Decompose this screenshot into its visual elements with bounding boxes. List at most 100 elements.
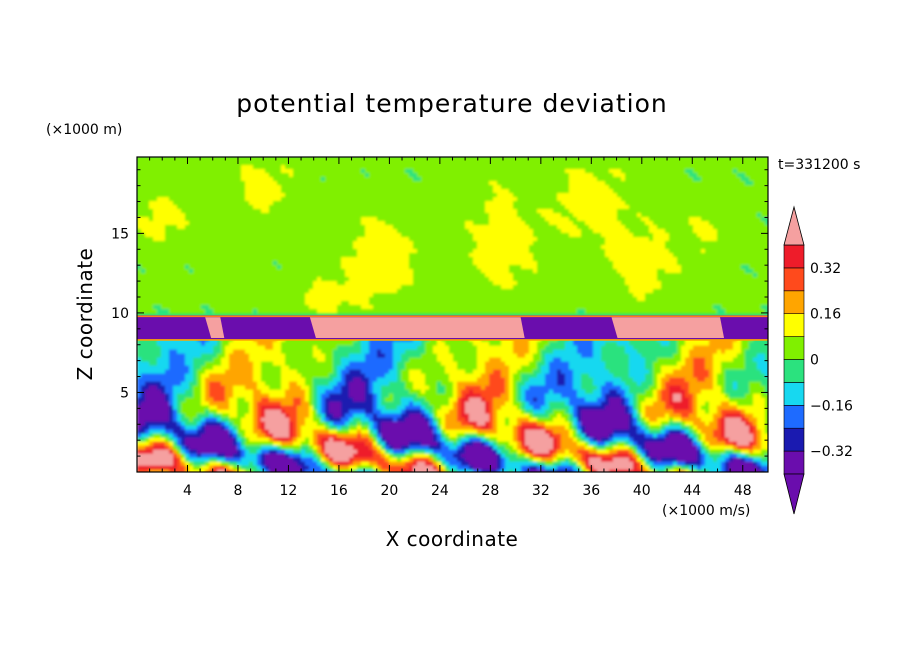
field-cell — [449, 169, 454, 174]
field-cell — [161, 213, 166, 218]
field-cell — [293, 241, 298, 246]
field-cell — [329, 229, 334, 234]
field-cell — [193, 197, 198, 202]
field-cell — [717, 157, 722, 162]
field-cell — [313, 165, 318, 170]
field-cell — [333, 165, 338, 170]
field-cell — [193, 233, 198, 238]
field-cell — [673, 209, 678, 214]
field-cell — [437, 229, 442, 234]
field-cell — [185, 197, 190, 202]
field-cell — [273, 281, 278, 286]
field-cell — [393, 265, 398, 270]
field-cell — [629, 205, 634, 210]
field-cell — [437, 177, 442, 182]
field-cell — [277, 201, 282, 206]
field-cell — [637, 193, 642, 198]
field-cell — [513, 213, 518, 218]
field-cell — [281, 213, 286, 218]
field-cell — [249, 277, 254, 282]
field-cell — [245, 233, 250, 238]
field-cell — [621, 261, 626, 266]
field-cell — [445, 165, 450, 170]
field-cell — [161, 261, 166, 266]
field-cell — [425, 217, 430, 222]
field-cell — [669, 253, 674, 258]
field-cell — [653, 245, 658, 250]
field-cell — [153, 169, 158, 174]
field-cell — [589, 249, 594, 254]
field-cell — [697, 165, 702, 170]
field-cell — [749, 257, 754, 262]
field-cell — [309, 209, 314, 214]
field-cell — [637, 169, 642, 174]
field-cell — [325, 193, 330, 198]
field-cell — [165, 237, 170, 242]
field-cell — [189, 201, 194, 206]
field-cell — [245, 277, 250, 282]
field-cell — [741, 229, 746, 234]
field-cell — [177, 281, 182, 286]
field-cell — [445, 269, 450, 274]
field-cell — [421, 193, 426, 198]
field-cell — [585, 197, 590, 202]
field-cell — [209, 209, 214, 214]
field-cell — [445, 245, 450, 250]
field-cell — [681, 197, 686, 202]
field-cell — [177, 173, 182, 178]
field-cell — [569, 213, 574, 218]
field-cell — [445, 161, 450, 166]
field-cell — [329, 201, 334, 206]
field-cell — [409, 213, 414, 218]
field-cell — [205, 257, 210, 262]
field-cell — [725, 177, 730, 182]
field-cell — [693, 193, 698, 198]
field-cell — [621, 157, 626, 162]
field-cell — [657, 269, 662, 274]
field-cell — [317, 161, 322, 166]
field-cell — [501, 257, 506, 262]
field-cell — [401, 169, 406, 174]
field-cell — [273, 269, 278, 274]
field-cell — [345, 193, 350, 198]
field-cell — [745, 265, 750, 270]
field-cell — [273, 257, 278, 262]
field-cell — [713, 169, 718, 174]
field-cell — [517, 201, 522, 206]
field-cell — [305, 213, 310, 218]
field-cell — [493, 265, 498, 270]
field-cell — [157, 273, 162, 278]
field-cell — [713, 253, 718, 258]
field-cell — [461, 189, 466, 194]
field-cell — [337, 281, 342, 286]
field-cell — [589, 201, 594, 206]
field-cell — [141, 197, 146, 202]
field-cell — [217, 213, 222, 218]
field-cell — [393, 205, 398, 210]
field-cell — [525, 213, 530, 218]
field-cell — [581, 245, 586, 250]
field-cell — [705, 197, 710, 202]
field-cell — [201, 225, 206, 230]
field-cell — [553, 165, 558, 170]
field-cell — [633, 197, 638, 202]
field-cell — [765, 221, 768, 226]
field-cell — [609, 221, 614, 226]
field-cell — [545, 165, 550, 170]
field-cell — [485, 237, 490, 242]
field-cell — [449, 249, 454, 254]
field-cell — [273, 185, 278, 190]
field-cell — [169, 225, 174, 230]
field-cell — [621, 253, 626, 258]
field-cell — [469, 181, 474, 186]
field-cell — [385, 253, 390, 258]
field-cell — [333, 273, 338, 278]
field-cell — [229, 261, 234, 266]
field-cell — [265, 229, 270, 234]
field-cell — [233, 161, 238, 166]
field-cell — [313, 209, 318, 214]
field-cell — [597, 261, 602, 266]
field-cell — [589, 261, 594, 266]
field-cell — [701, 189, 706, 194]
field-cell — [461, 213, 466, 218]
